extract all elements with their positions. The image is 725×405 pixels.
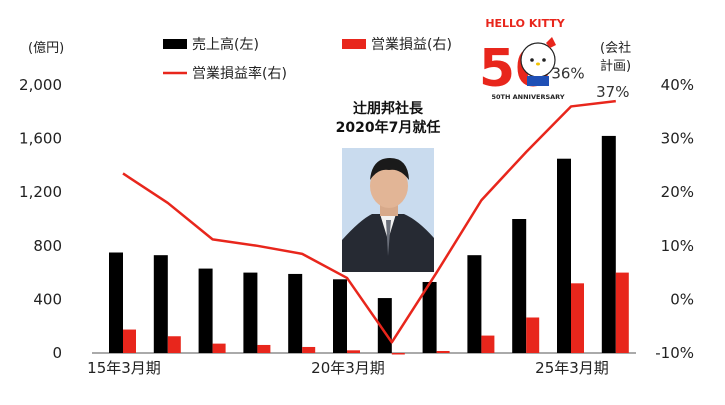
legend-label-op-profit: 営業損益(右)	[371, 37, 452, 53]
x-axis: 15年3月期 20年3月期 25年3月期	[87, 352, 636, 377]
hello-kitty-50th-logo: HELLO KITTY 50 50TH ANNIVERSARY	[479, 17, 566, 101]
bar-sales	[109, 252, 123, 353]
annotation-line1: 辻朋邦社長	[353, 100, 424, 117]
bar-sales	[557, 158, 571, 353]
left-axis: 0 400 800 1,200 1,600 2,000	[19, 76, 62, 362]
bar-op-profit	[391, 353, 405, 355]
right-tick-label: 0%	[670, 290, 694, 308]
bar-op-profit	[302, 346, 316, 353]
plan-note-line2: 計画)	[600, 58, 631, 74]
plan-note-line1: (会社	[600, 40, 631, 56]
bar-op-profit	[123, 329, 136, 353]
x-tick-label: 20年3月期	[311, 359, 385, 377]
margin-line	[122, 99, 616, 344]
left-tick-label: 0	[52, 344, 62, 362]
bar-op-profit	[212, 343, 226, 353]
bar-op-profit	[167, 336, 181, 353]
left-tick-label: 2,000	[19, 76, 62, 94]
legend-label-sales: 売上高(左)	[192, 36, 259, 53]
legend-swatch-sales	[163, 39, 187, 49]
bar-sales	[601, 135, 616, 353]
logo-brand: HELLO KITTY	[485, 17, 565, 30]
x-tick-label: 15年3月期	[87, 359, 161, 377]
bar-sales	[512, 219, 527, 353]
left-tick-label: 400	[33, 290, 62, 308]
right-tick-label: 40%	[661, 76, 694, 94]
logo-sub: 50TH ANNIVERSARY	[491, 93, 564, 101]
bar-op-profit	[615, 272, 629, 353]
data-labels: 36% 37%	[551, 64, 629, 101]
right-tick-label: 20%	[661, 183, 694, 201]
bar-sales	[288, 273, 303, 353]
left-tick-label: 1,600	[19, 130, 62, 148]
bar-sales	[198, 268, 213, 353]
bar-op-profit	[347, 350, 360, 353]
annotation-line2: 2020年7月就任	[336, 119, 441, 136]
bar-op-profit	[481, 335, 495, 353]
legend-label-margin: 営業損益率(右)	[192, 65, 287, 82]
legend-swatch-op-profit	[342, 39, 366, 49]
bar-op-profit	[571, 283, 584, 353]
bar-sales	[153, 255, 168, 353]
right-tick-label: -10%	[655, 344, 694, 362]
bar-sales	[333, 279, 347, 353]
left-axis-unit: (億円)	[28, 40, 64, 56]
bar-op-profit	[257, 344, 271, 353]
right-axis: -10% 0% 10% 20% 30% 40%	[655, 76, 694, 362]
line-data-label: 37%	[596, 83, 629, 101]
president-photo	[342, 148, 434, 272]
left-tick-label: 1,200	[19, 183, 62, 201]
left-tick-label: 800	[33, 237, 62, 255]
x-tick-label: 25年3月期	[535, 359, 609, 377]
bar-sales	[243, 272, 258, 353]
kitty-face-icon	[520, 42, 556, 78]
right-tick-label: 10%	[661, 237, 694, 255]
bar-op-profit	[526, 317, 540, 353]
line-margin-series	[122, 99, 616, 344]
bar-sales	[467, 255, 482, 353]
legend: 売上高(左) 営業損益(右) 営業損益率(右)	[163, 36, 452, 82]
bar-sales	[422, 281, 437, 353]
line-data-label: 36%	[551, 64, 584, 82]
bar-op-profit	[436, 350, 450, 353]
right-tick-label: 30%	[661, 130, 694, 148]
